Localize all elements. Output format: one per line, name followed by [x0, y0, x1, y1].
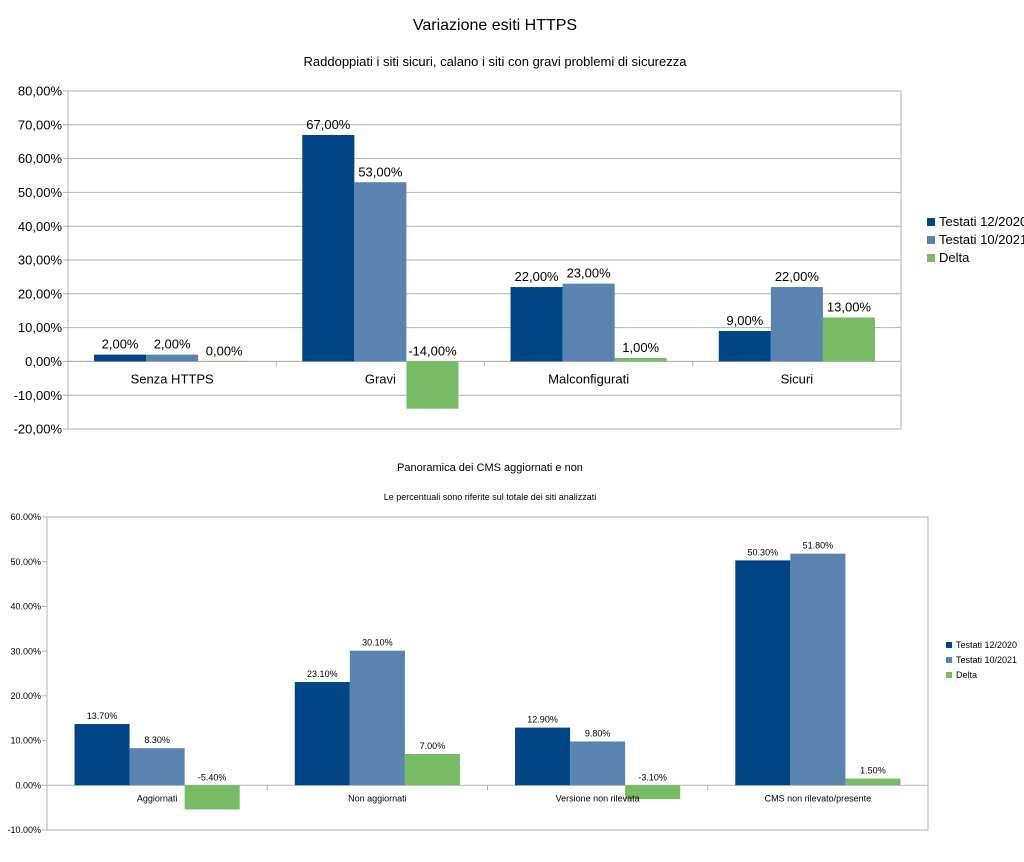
- data-label: 8.30%: [144, 735, 170, 745]
- data-label: 22,00%: [515, 269, 560, 284]
- data-label: 53,00%: [358, 164, 403, 179]
- legend-swatch: [946, 642, 952, 648]
- data-label: 50.30%: [748, 547, 779, 557]
- data-label: 1.50%: [860, 766, 886, 776]
- bar: [146, 354, 199, 362]
- legend-label: Testati 12/2020: [956, 640, 1017, 650]
- y-tick-label: 60,00%: [18, 151, 63, 166]
- chart-cms-overview: Panoramica dei CMS aggiornati e non Le p…: [7, 462, 1017, 835]
- bar: [74, 724, 130, 786]
- y-tick-label: 50.00%: [10, 557, 41, 567]
- bar: [349, 650, 405, 786]
- y-tick-label: -20,00%: [14, 422, 63, 437]
- bar: [354, 182, 407, 362]
- data-label: 22,00%: [775, 269, 820, 284]
- data-label: 0,00%: [206, 343, 243, 358]
- bar: [302, 134, 355, 362]
- y-tick-label: -10,00%: [14, 388, 63, 403]
- legend-swatch: [946, 657, 952, 663]
- data-label: -5.40%: [198, 772, 227, 782]
- chart1-subtitle: Raddoppiati i siti sicuri, calano i siti…: [304, 54, 688, 69]
- x-category-label: Sicuri: [781, 371, 814, 386]
- data-label: 13.70%: [87, 711, 118, 721]
- y-tick-label: 70,00%: [18, 117, 63, 132]
- bar: [790, 553, 846, 786]
- bar: [94, 354, 147, 362]
- chart-https-results: Variazione esiti HTTPS Raddoppiati i sit…: [14, 17, 1024, 437]
- bar: [614, 358, 667, 362]
- legend-label: Delta: [956, 670, 977, 680]
- bar: [294, 681, 350, 786]
- bar: [406, 361, 459, 409]
- chart1-title: Variazione esiti HTTPS: [413, 17, 577, 34]
- chart2-subtitle: Le percentuali sono riferite sul totale …: [384, 492, 597, 502]
- bar: [198, 361, 251, 362]
- y-tick-label: 40.00%: [10, 602, 41, 612]
- chart2-title: Panoramica dei CMS aggiornati e non: [397, 462, 583, 474]
- y-tick-label: 20,00%: [18, 286, 63, 301]
- bar: [718, 330, 771, 362]
- data-label: 30.10%: [362, 638, 393, 648]
- data-label: 51.80%: [803, 541, 834, 551]
- data-label: -3.10%: [638, 772, 667, 782]
- data-label: 9,00%: [726, 313, 763, 328]
- legend-label: Testati 10/2021: [956, 655, 1017, 665]
- x-category-label: Versione non rilevata: [556, 793, 640, 803]
- data-label: 2,00%: [102, 337, 139, 352]
- y-tick-label: 10,00%: [18, 320, 63, 335]
- data-label: 23,00%: [567, 266, 612, 281]
- y-tick-label: 10.00%: [10, 736, 41, 746]
- legend-swatch: [927, 254, 935, 262]
- y-tick-label: 0.00%: [15, 780, 41, 790]
- y-tick-label: 50,00%: [18, 185, 63, 200]
- bar: [404, 753, 460, 786]
- legend-swatch: [927, 236, 935, 244]
- x-category-label: Senza HTTPS: [131, 371, 214, 386]
- plot-area-frame: [46, 516, 929, 831]
- y-tick-label: -10.00%: [7, 825, 41, 835]
- data-label: 7.00%: [420, 741, 446, 751]
- bar: [845, 778, 901, 786]
- data-label: 23.10%: [307, 669, 338, 679]
- legend-label: Testati 10/2021: [939, 232, 1024, 247]
- y-tick-label: 30,00%: [18, 253, 63, 268]
- bar: [625, 785, 681, 800]
- bar: [184, 785, 240, 810]
- y-tick-label: 0,00%: [25, 354, 62, 369]
- legend-label: Testati 12/2020: [939, 214, 1024, 229]
- bar: [570, 741, 626, 786]
- x-category-label: CMS non rilevato/presente: [765, 793, 872, 803]
- legend-swatch: [927, 218, 935, 226]
- y-tick-label: 40,00%: [18, 219, 63, 234]
- x-category-label: Malconfigurati: [548, 371, 629, 386]
- bar: [510, 287, 563, 362]
- y-tick-label: 60.00%: [10, 512, 41, 522]
- data-label: -14,00%: [408, 343, 457, 358]
- y-tick-label: 30.00%: [10, 646, 41, 656]
- bar: [515, 727, 571, 786]
- data-label: 67,00%: [306, 117, 351, 132]
- legend-swatch: [946, 672, 952, 678]
- y-tick-label: 80,00%: [18, 84, 63, 99]
- legend-label: Delta: [939, 250, 970, 265]
- bar: [770, 287, 823, 362]
- data-label: 13,00%: [827, 299, 872, 314]
- x-category-label: Non aggiornati: [348, 793, 407, 803]
- bar: [129, 748, 185, 786]
- x-category-label: Aggiornati: [137, 793, 178, 803]
- y-tick-label: 20.00%: [10, 691, 41, 701]
- bar: [562, 283, 615, 362]
- data-label: 2,00%: [154, 337, 191, 352]
- data-label: 12.90%: [527, 715, 558, 725]
- data-label: 1,00%: [622, 340, 659, 355]
- bar: [735, 560, 791, 786]
- bar: [822, 317, 875, 362]
- data-label: 9.80%: [585, 728, 611, 738]
- x-category-label: Gravi: [365, 371, 396, 386]
